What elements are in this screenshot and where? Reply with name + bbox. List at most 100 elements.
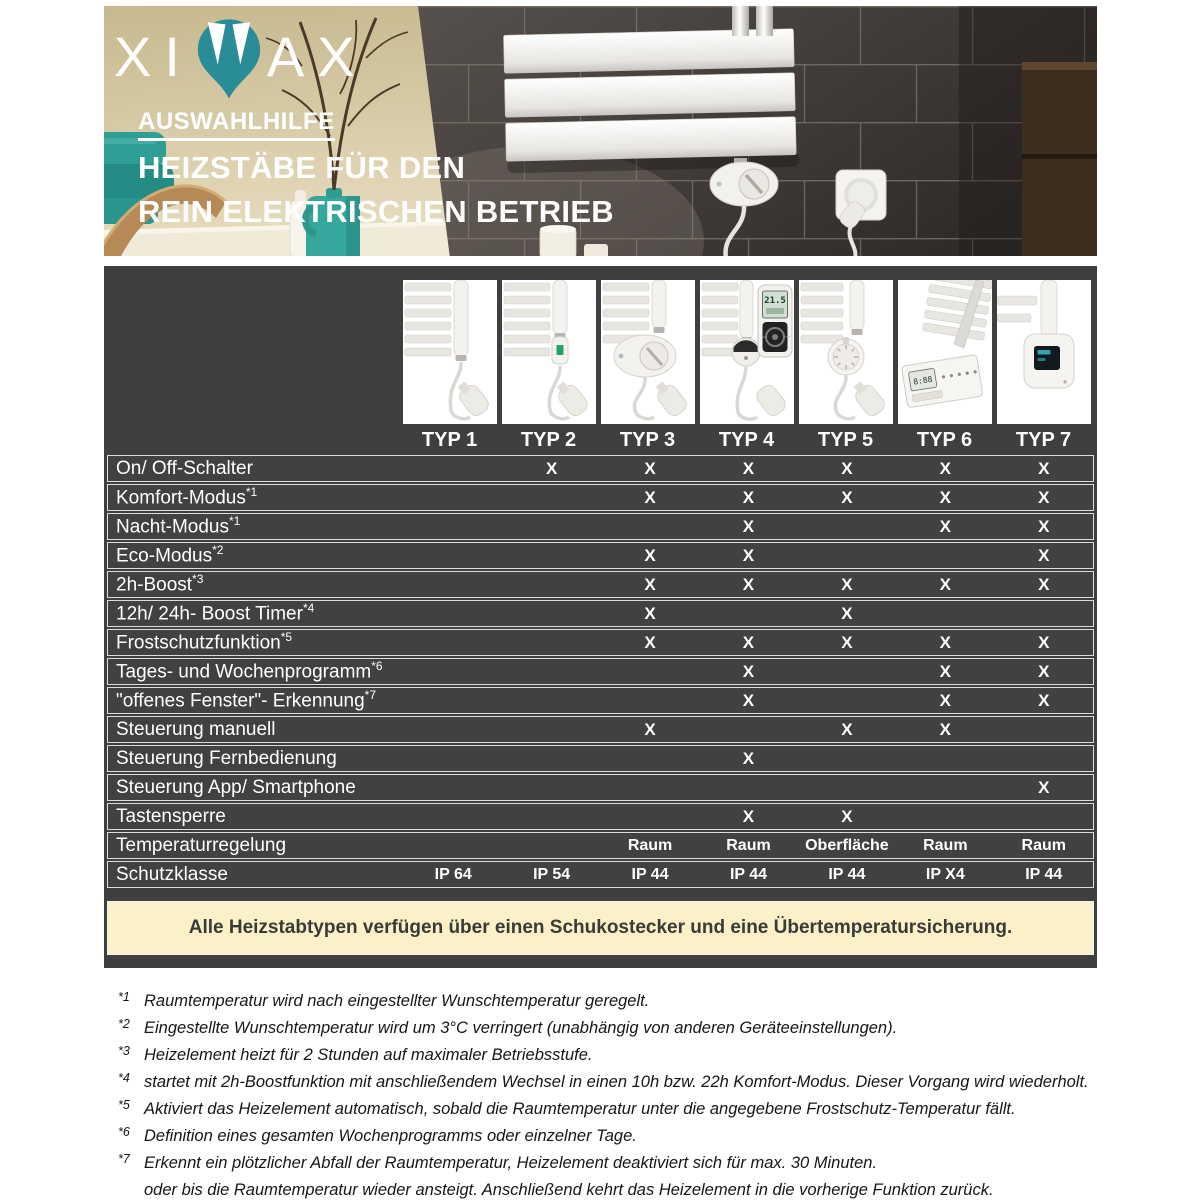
feature-cell: X <box>644 487 656 507</box>
product-card-5: TYP 5 <box>796 280 895 454</box>
svg-text:21.5: 21.5 <box>764 296 786 306</box>
feature-cell: X <box>644 603 656 623</box>
feature-label: 12h/ 24h- Boost Timer*4 <box>116 601 315 625</box>
feature-label: Eco-Modus*2 <box>116 543 224 567</box>
radiator-pipe <box>756 6 773 36</box>
product-photo: 8:88 <box>897 280 992 424</box>
feature-cell: X <box>939 719 951 739</box>
feature-cell: X <box>742 661 755 681</box>
footnote-marker: *1 <box>245 485 258 500</box>
product-card-3: TYP 3 <box>598 280 697 454</box>
footnote-marker: *6 <box>118 1125 130 1139</box>
product-cards-row: TYP 1 TYP 2 TYP 3 21.5 − + TYP 4 TYP 5 8:8… <box>400 266 1097 454</box>
feature-cell: X <box>742 516 755 536</box>
logo-text-right: AX <box>266 25 368 88</box>
footnote: *3 Heizelement heizt für 2 Stunden auf ma… <box>118 1044 1108 1064</box>
product-card-1: TYP 1 <box>400 280 499 454</box>
feature-label: On/ Off-Schalter <box>116 457 253 479</box>
product-card-2: TYP 2 <box>499 280 598 454</box>
product-card-4: 21.5 − + TYP 4 <box>697 280 796 454</box>
footnote: oder bis die Raumtemperatur wieder anste… <box>144 1181 1108 1199</box>
footnote-text: Erkennt ein plötzlicher Abfall der Raumt… <box>144 1154 878 1172</box>
feature-cell: X <box>939 661 951 681</box>
heater-plain-cable-icon <box>404 280 489 421</box>
svg-text:8:88: 8:88 <box>912 375 933 387</box>
feature-row: Steuerung manuell X X X <box>107 716 1094 743</box>
feature-label: Tastensperre <box>116 805 226 827</box>
decor-vases <box>289 188 608 256</box>
footnote-text: Raumtemperatur wird nach eingestellter W… <box>144 992 650 1010</box>
footnote-marker: *4 <box>302 601 315 616</box>
feature-cell: X <box>841 487 853 507</box>
heating-element-controller <box>709 158 779 256</box>
cabinet <box>1022 62 1097 256</box>
feature-row: On/ Off-Schalter X X X X X X <box>107 455 1094 482</box>
feature-cell: IP 64 <box>434 865 472 883</box>
feature-cell: IP 54 <box>533 865 571 883</box>
feature-cell: X <box>1038 574 1050 594</box>
svg-text:−: − <box>761 332 766 342</box>
feature-rows: On/ Off-Schalter X X X X X X Komfort-Modus*1 X X X… <box>107 455 1094 888</box>
feature-row: Steuerung App/ Smartphone X <box>107 774 1094 801</box>
footnote-marker: *4 <box>118 1071 130 1085</box>
feature-cell: IP 44 <box>729 865 768 883</box>
feature-cell: Raum <box>726 836 771 854</box>
feature-cell: X <box>644 458 656 478</box>
feature-cell: X <box>841 574 853 594</box>
feature-row: 12h/ 24h- Boost Timer*4 X X <box>107 600 1094 627</box>
product-type-label: TYP 7 <box>1015 429 1072 451</box>
feature-cell: X <box>742 545 755 565</box>
feature-cell: IP 44 <box>631 865 669 883</box>
feature-cell: IP X4 <box>925 865 965 883</box>
feature-cell: X <box>545 458 558 478</box>
radiator-pipe <box>732 6 749 36</box>
feature-cell: X <box>939 458 951 478</box>
feature-row: Steuerung Fernbedienung X <box>107 745 1094 772</box>
feature-row: "offenes Fenster"- Erkennung*7 X X X <box>107 687 1094 714</box>
product-photo <box>996 280 1091 424</box>
product-photo <box>600 280 695 424</box>
feature-cell: X <box>742 806 755 826</box>
feature-cell: X <box>1038 516 1050 536</box>
footnote: *2 Eingestellte Wunschtemperatur wird um … <box>118 1017 1108 1037</box>
hero-eyebrow: AUSWAHLHILFE <box>138 108 335 141</box>
feature-label: Steuerung Fernbedienung <box>116 747 337 769</box>
feature-row: Tastensperre X X <box>107 803 1094 830</box>
flat-panel-radiator <box>503 28 800 174</box>
feature-cell: X <box>742 748 755 768</box>
feature-cell: X <box>1038 458 1050 478</box>
feature-cell: X <box>841 458 853 478</box>
footnote-marker: *1 <box>118 990 130 1004</box>
feature-label: Temperaturregelung <box>116 834 287 856</box>
footnote-marker: *1 <box>229 514 241 529</box>
feature-cell: X <box>644 719 656 739</box>
product-card-6: 8:88 TYP 6 <box>895 280 994 454</box>
heater-display-box-icon <box>996 280 1074 389</box>
heater-control-panel-icon: 8:88 <box>900 280 992 408</box>
feature-label: Steuerung manuell <box>116 718 276 740</box>
hero-title-line2: REIN ELEKTRISCHEN BETRIEB <box>138 194 614 229</box>
feature-cell: X <box>841 632 853 652</box>
heater-round-thermostat-dial-icon <box>800 280 885 421</box>
feature-cell: X <box>939 690 951 710</box>
product-type-label: TYP 2 <box>520 429 577 451</box>
feature-cell: X <box>1038 661 1050 681</box>
feature-row: Eco-Modus*2 X X X <box>107 542 1094 569</box>
footnote-marker: *5 <box>118 1098 130 1112</box>
feature-cell: X <box>644 574 656 594</box>
feature-cell: X <box>841 806 853 826</box>
feature-label: "offenes Fenster"- Erkennung*7 <box>116 688 377 712</box>
footnote: *7 Erkennt ein plötzlicher Abfall der Rau… <box>118 1152 1108 1172</box>
feature-cell: X <box>939 574 951 594</box>
product-type-label: TYP 3 <box>619 429 676 451</box>
ximax-logo: XI AX <box>114 16 368 99</box>
footnote-text: Eingestellte Wunschtemperatur wird um 3°… <box>144 1019 898 1037</box>
product-photo <box>798 280 893 424</box>
feature-row: Frostschutzfunktion*5 X X X X X <box>107 629 1094 656</box>
footnote-text: Definition eines gesamten Wochenprogramm… <box>144 1127 637 1145</box>
feature-cell: Raum <box>923 836 968 854</box>
footnote-text: Heizelement heizt für 2 Stunden auf maxi… <box>144 1046 593 1064</box>
feature-label: Nacht-Modus*1 <box>116 514 241 538</box>
hero-text: AUSWAHLHILFE HEIZSTÄBE FÜR DEN REIN ELEK… <box>138 108 614 230</box>
feature-cell: X <box>841 603 853 623</box>
